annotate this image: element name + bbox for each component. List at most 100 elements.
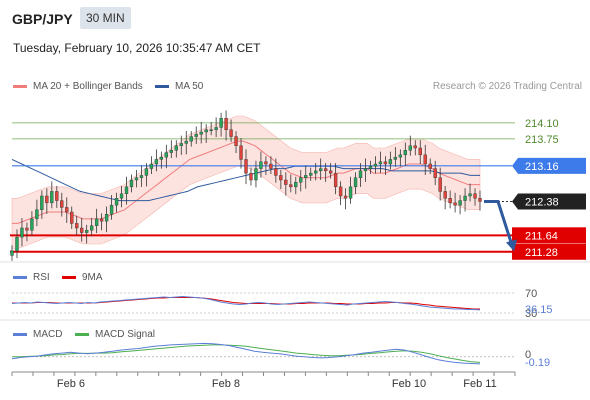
- candle-body: [304, 175, 308, 178]
- candle-body: [194, 134, 198, 137]
- interval-badge[interactable]: 30 MIN: [80, 7, 131, 29]
- candle-body: [319, 168, 323, 172]
- candle-body: [189, 136, 193, 142]
- pivot-tag: [512, 157, 586, 174]
- candle-body: [169, 150, 173, 153]
- candle-body: [174, 145, 178, 151]
- candle-body: [453, 202, 457, 206]
- candle-body: [154, 159, 159, 165]
- rsi-value-label: 36.15: [525, 304, 553, 316]
- candle-body: [468, 193, 472, 197]
- legend-9ma: 9MA: [62, 272, 103, 283]
- legend-ma50-label: MA 50: [175, 81, 204, 92]
- candle-body: [40, 195, 44, 210]
- candle-body: [75, 223, 79, 229]
- candle-body: [294, 182, 298, 188]
- candle-body: [50, 191, 54, 204]
- candle-body: [209, 129, 213, 131]
- candle-body: [383, 161, 388, 165]
- target-label: 211.28: [525, 247, 558, 259]
- candle-body: [244, 159, 248, 174]
- chart-header: GBP/JPY 30 MIN: [0, 0, 590, 36]
- rsi-tick-30: 30: [525, 308, 537, 320]
- candle-body: [413, 145, 417, 149]
- candle-body: [284, 179, 288, 185]
- candle-body: [333, 172, 338, 188]
- candle-body: [264, 161, 268, 165]
- legend-ma20-label: MA 20 + Bollinger Bands: [33, 81, 143, 92]
- signal-swatch: [75, 333, 89, 336]
- candle-body: [259, 161, 263, 169]
- target-tag: [512, 243, 586, 260]
- candle-body: [269, 163, 273, 169]
- x-tick-label: Feb 10: [392, 378, 426, 390]
- rsi-swatch: [13, 276, 27, 279]
- x-tick-label: Feb 6: [57, 378, 85, 390]
- candle-body: [109, 204, 114, 215]
- macd-swatch: [13, 333, 27, 336]
- symbol-label: GBP/JPY: [12, 11, 73, 27]
- candle-body: [463, 195, 467, 201]
- candle-body: [239, 145, 243, 160]
- candle-body: [438, 177, 442, 192]
- candle-body: [204, 129, 208, 133]
- candle-body: [289, 184, 293, 188]
- resistance-label: 213.75: [525, 134, 559, 146]
- macd-tick-0: 0: [525, 349, 531, 361]
- candle-body: [398, 154, 403, 158]
- candle-body: [408, 145, 412, 151]
- legend-macd-signal: MACD Signal: [75, 329, 155, 340]
- candle-body: [353, 177, 358, 188]
- bias-arrow: [484, 199, 514, 246]
- candle-body: [348, 186, 353, 199]
- candle-body: [423, 154, 427, 165]
- candle-body: [60, 200, 64, 208]
- ma20-swatch: [13, 85, 27, 88]
- legend-macd-label: MACD: [33, 329, 63, 340]
- resistance-label: 214.10: [525, 118, 559, 130]
- candle-body: [20, 227, 24, 238]
- candle-body: [65, 207, 69, 213]
- candle-body: [314, 170, 318, 174]
- candle-body: [199, 131, 203, 135]
- candle-body: [234, 136, 238, 146]
- legend-rsi: RSI: [13, 272, 50, 283]
- candle-body: [279, 175, 283, 181]
- candle-body: [10, 250, 14, 256]
- bias-arrow-head: [506, 239, 517, 252]
- candle-body: [458, 200, 462, 206]
- candle-body: [274, 168, 278, 176]
- ma20-line: [12, 140, 480, 224]
- x-tick-label: Feb 8: [212, 378, 240, 390]
- candle-body: [224, 118, 228, 130]
- candle-body: [378, 161, 383, 165]
- candle-body: [164, 152, 169, 158]
- legend-9ma-label: 9MA: [82, 272, 103, 283]
- candle-body: [388, 159, 393, 165]
- candle-body: [184, 140, 188, 144]
- candle-body: [363, 168, 368, 172]
- target-label: 211.64: [525, 230, 558, 242]
- candle-body: [55, 191, 59, 201]
- rsi-tick-70: 70: [525, 288, 537, 300]
- candle-body: [323, 168, 328, 172]
- candle-body: [89, 225, 94, 231]
- ma50-swatch: [155, 85, 169, 88]
- candle-body: [368, 166, 373, 169]
- legend-signal-label: MACD Signal: [95, 329, 156, 340]
- candle-body: [139, 175, 144, 178]
- candle-body: [35, 209, 39, 220]
- candle-body: [70, 211, 74, 224]
- candle-body: [229, 129, 233, 137]
- rsi-line: [11, 295, 481, 311]
- candle-body: [254, 168, 258, 181]
- candle-body: [134, 177, 139, 181]
- candle-body: [309, 172, 313, 176]
- candle-body: [478, 198, 482, 202]
- candle-body: [119, 193, 124, 199]
- candle-body: [343, 195, 348, 199]
- candle-body: [144, 168, 149, 176]
- candle-body: [328, 170, 333, 174]
- candle-body: [443, 191, 447, 199]
